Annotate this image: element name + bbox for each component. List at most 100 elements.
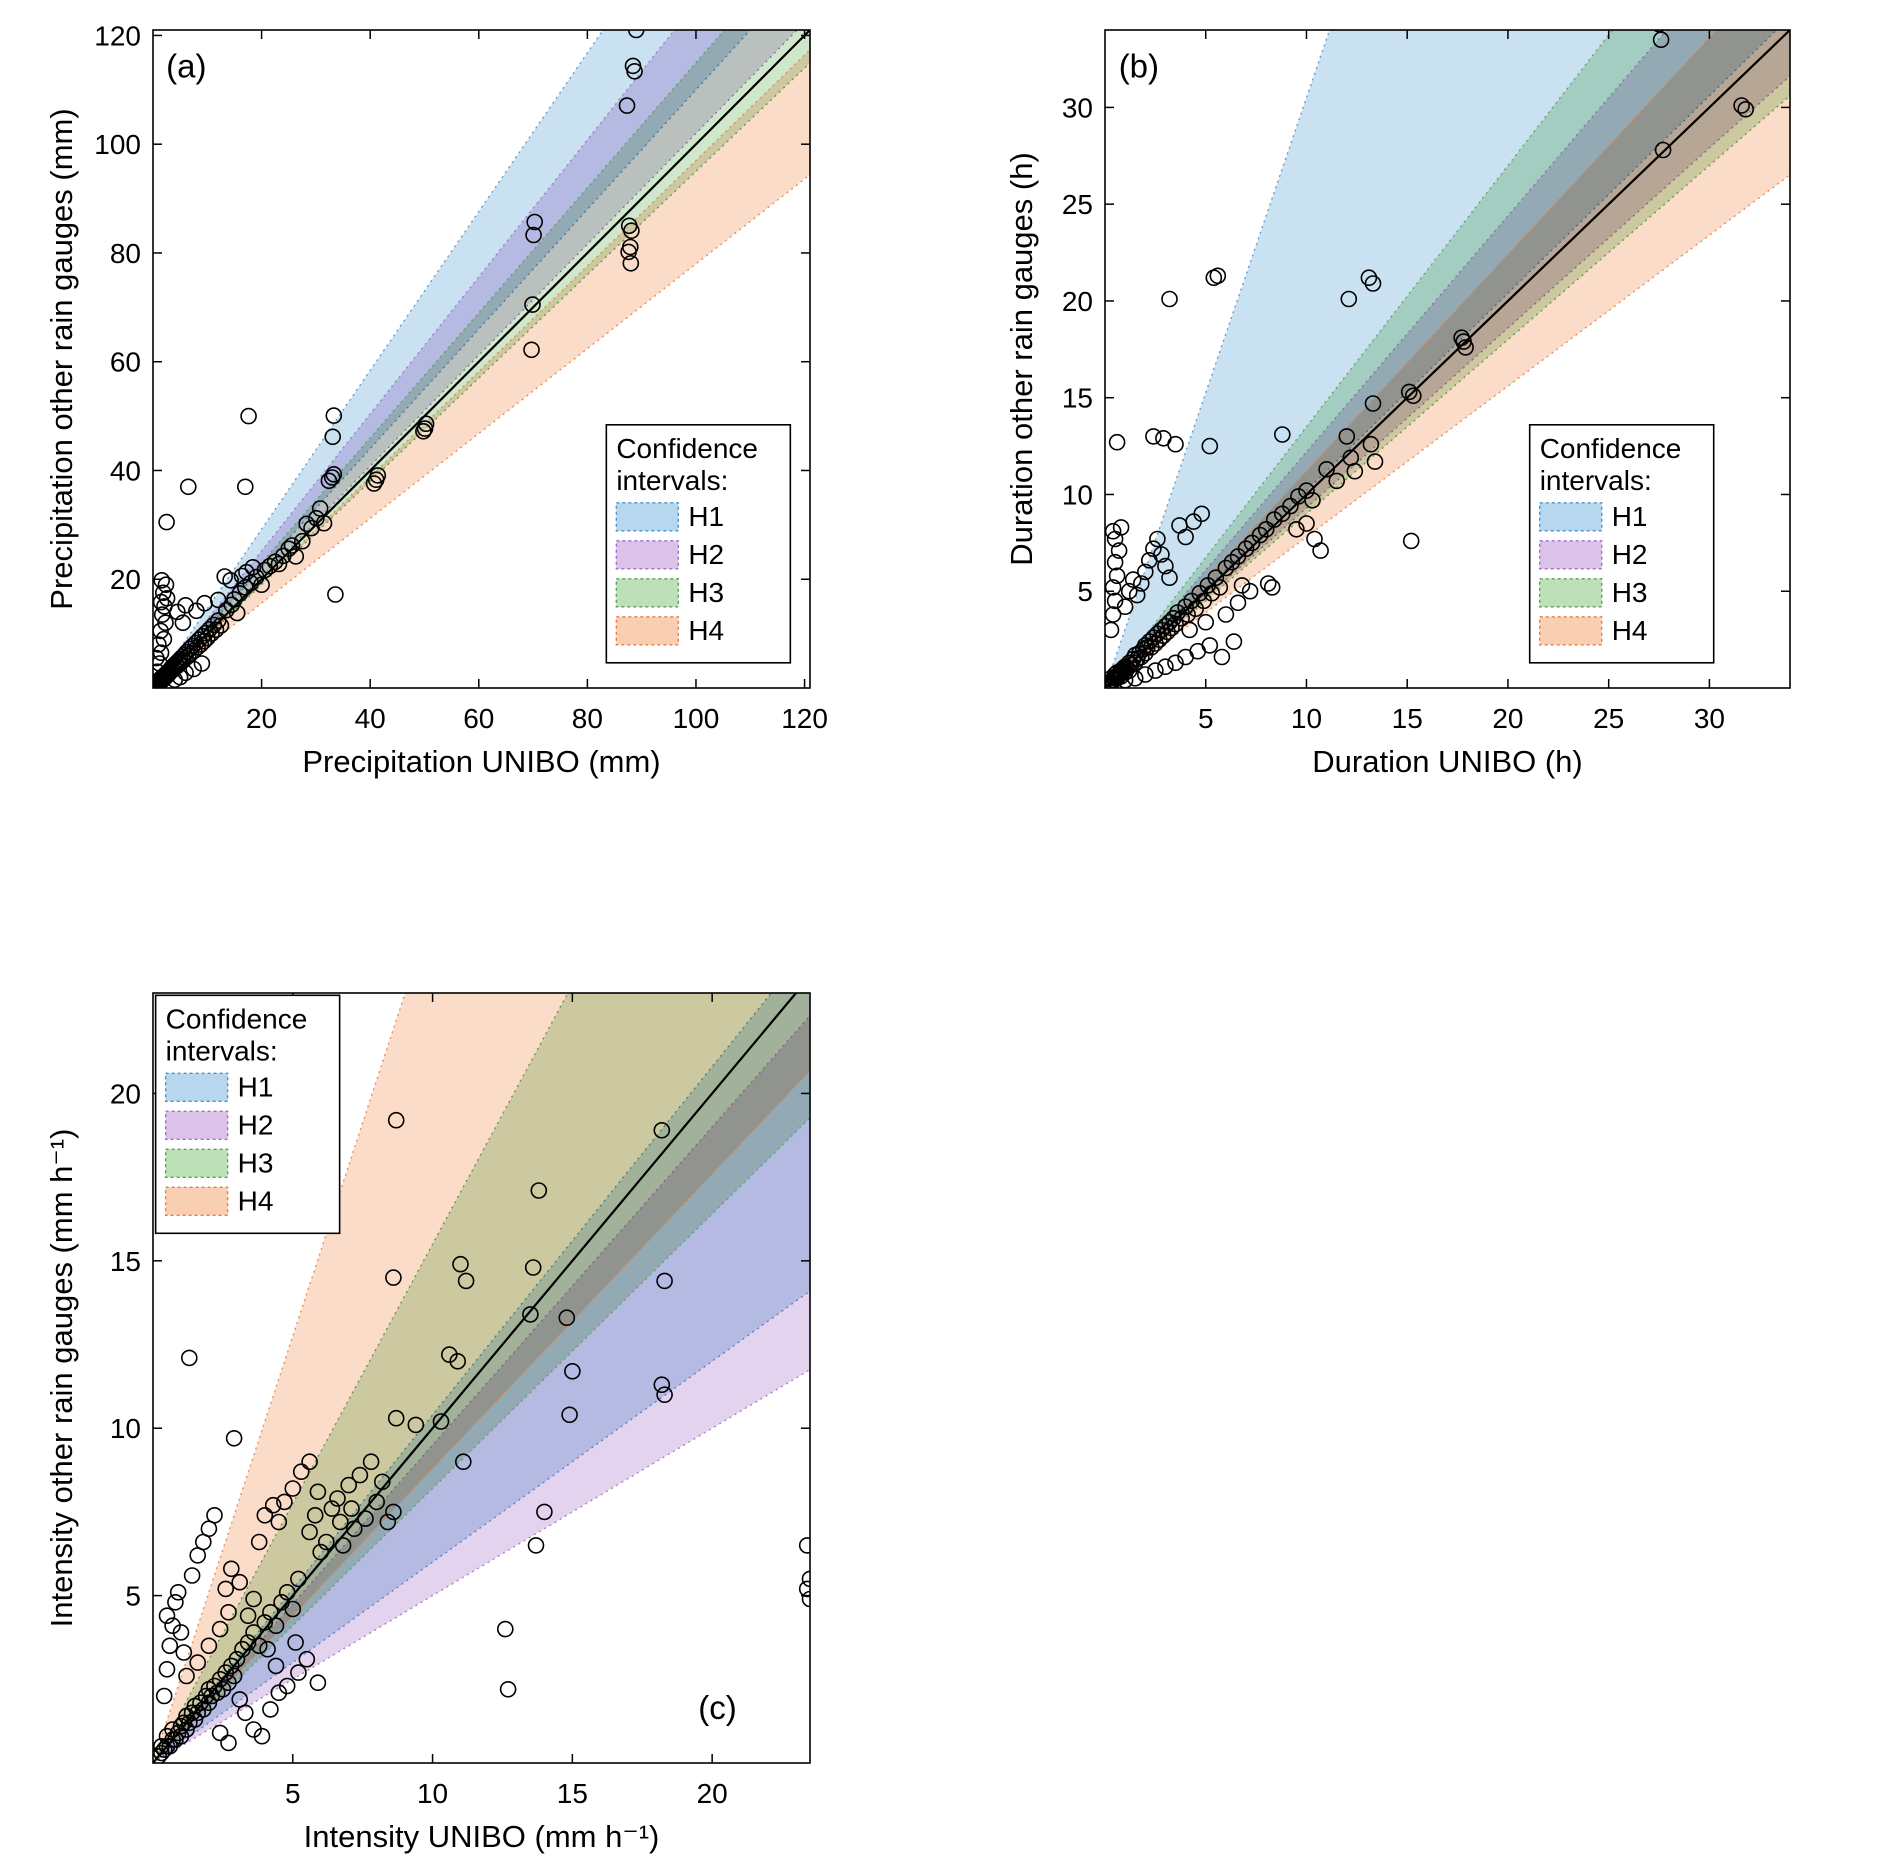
scatter-point [212,617,230,634]
scatter-point [1201,437,1219,455]
scatter-point [1167,615,1184,633]
scatter-point [1161,569,1178,587]
scatter-point [417,415,435,433]
scatter-point [1181,621,1198,639]
y-tick-label: 120 [94,20,141,51]
x-tick-label: 20 [697,1778,728,1809]
scatter-point [1263,579,1281,596]
scatter-point [522,1306,539,1323]
scatter-point [1108,433,1126,451]
scatter-point [496,1620,514,1638]
legend-swatch-H4 [1539,616,1603,646]
band-edge-H2 [153,1369,810,1763]
scatter-point [189,1654,206,1671]
panel-b: 5 10 15 20 25 30 5 10 15 20 25 30 Duration UNIBO (h)… [940,8,1820,803]
scatter-point [1137,666,1154,683]
scatter-point [801,1590,810,1608]
scatter-point [1364,275,1382,292]
scatter-point [290,1664,307,1681]
scatter-point [798,1580,810,1598]
scatter-point [323,469,341,486]
y-tick-label: 60 [110,347,141,378]
scatter-point [245,1590,262,1608]
scatter-point [524,296,541,313]
legend-entry-H2: H2 [1612,539,1648,570]
band-H4 [153,993,810,1763]
scatter-point [1304,491,1321,509]
scatter-point [228,1650,246,1668]
legend-title: intervals: [166,1035,278,1066]
scatter-point [178,1667,195,1685]
scatter-point [1733,97,1750,114]
y-tick-label: 25 [1062,189,1093,220]
scatter-point [1288,520,1305,538]
legend-title: Confidence [1540,433,1682,464]
scatter-point [1110,542,1128,559]
axes-box [1104,29,1791,689]
band-edge-H4 [1105,174,1790,688]
scatter-point [564,1362,581,1380]
legend-swatch-H3 [164,1148,229,1179]
y-tick-label: 40 [110,455,141,486]
scatter-point [1457,339,1474,356]
x-tick-label: 20 [246,703,277,734]
scatter-point [1157,658,1174,676]
scatter-point [1366,453,1384,470]
scatter-point [1402,532,1420,550]
legend-swatch-H1 [164,1072,229,1103]
x-tick-label: 15 [1392,703,1423,734]
legend-entry-H2: H2 [238,1109,274,1140]
band-edge-H3 [1105,30,1613,688]
x-tick-label: 40 [355,703,386,734]
scatter-point [217,1580,234,1598]
y-tick-label: 15 [1062,383,1093,414]
scatter-point [1145,428,1162,445]
chart-c: 5 10 15 20 5 10 15 20 Intensity UNIBO (mm h⁻¹) In… [44,992,811,1854]
scatter-point [174,614,192,632]
x-tick-label: 80 [572,703,603,734]
scatter-point [290,1570,307,1588]
scatter-point [153,571,170,589]
legend-entry-H1: H1 [238,1071,274,1102]
scatter-point [525,226,542,244]
scatter-point [153,663,166,680]
y-tick-label: 20 [1062,286,1093,317]
scatter-point [1306,530,1323,548]
scatter-point [1153,546,1170,563]
scatter-point [177,664,194,682]
scatter-point [177,596,194,614]
scatter-point [1338,428,1356,445]
legend-entry-H2: H2 [688,539,724,570]
scatter-point [225,1667,243,1685]
scatter-point [167,1593,184,1611]
scatter-point [365,475,383,492]
scatter-point [530,1182,548,1199]
band-edge-H4 [153,49,810,688]
scatter-point [1211,579,1229,596]
scatter-point [284,1480,302,1497]
scatter-point [270,1513,288,1531]
scatter-point [526,213,544,231]
scatter-point [267,1617,285,1635]
scatter-point [1133,648,1150,666]
legend-title: intervals: [1540,465,1652,496]
scatter-point [155,1687,173,1705]
legend-entry-H3: H3 [688,577,724,608]
scatter-point [180,478,197,496]
scatter-point [1167,435,1184,453]
scatter-point [1318,460,1335,478]
scatter-point [207,621,225,639]
legend-swatch-H2 [164,1110,229,1141]
scatter-point [798,1537,810,1554]
scatter-point [357,1510,374,1527]
scatter-point [622,255,640,272]
y-tick-label: 10 [1062,479,1093,510]
scatter-point [256,1506,274,1524]
scatter-point [415,422,432,440]
scatter-point [656,1272,673,1290]
scatter-point [1233,577,1251,594]
scatter-point [218,601,235,619]
scatter-point [211,1724,229,1742]
scatter-point [186,642,203,659]
scatter-point [324,428,342,446]
